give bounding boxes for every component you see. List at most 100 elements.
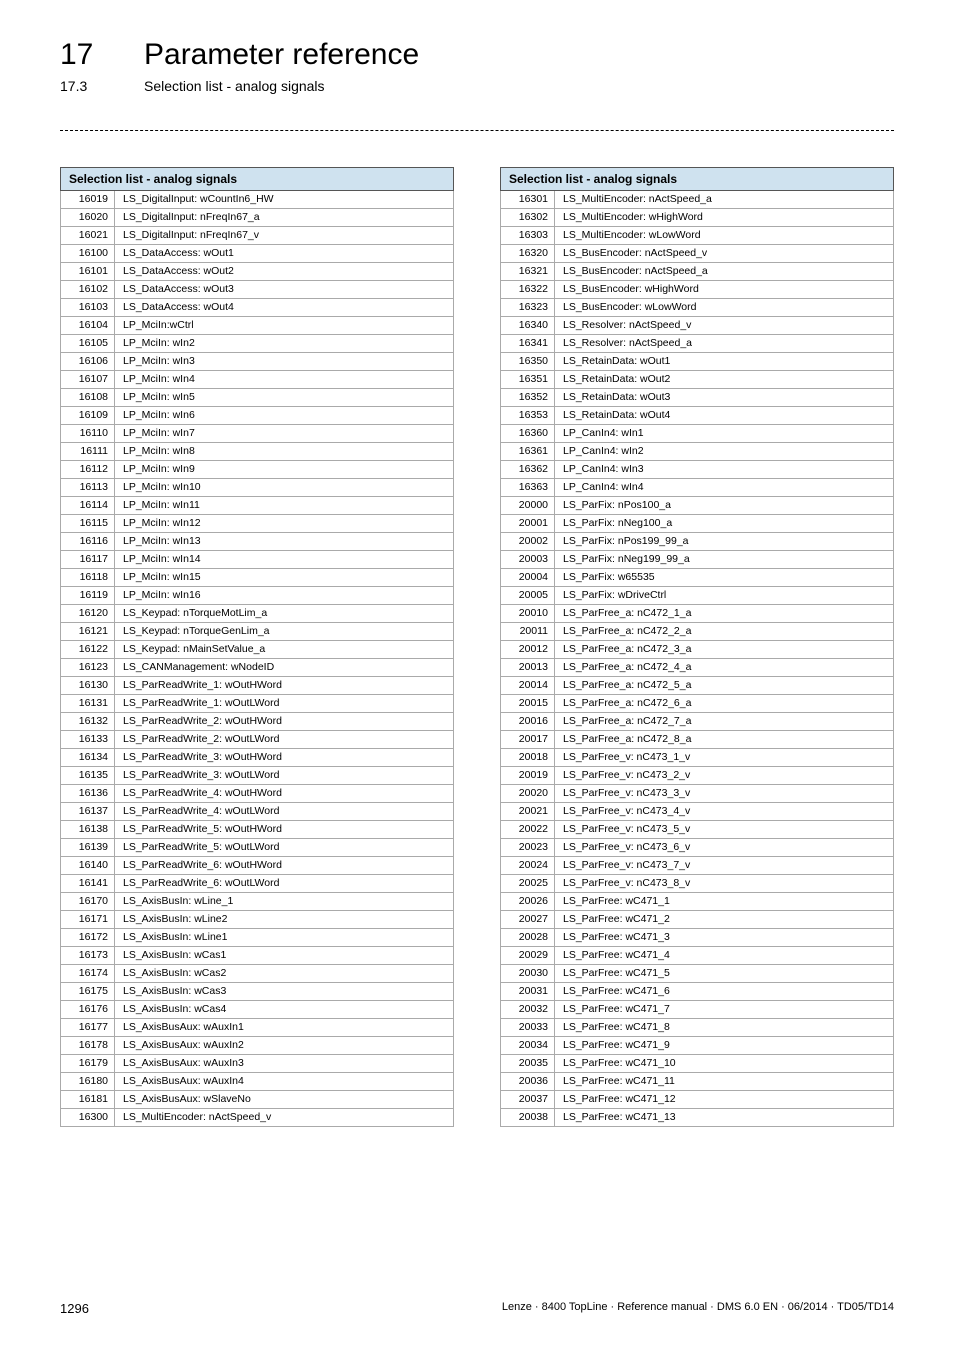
signal-code: 16321 — [501, 263, 555, 281]
signal-label: LS_ParFix: nPos199_99_a — [555, 533, 894, 551]
table-row: 16171LS_AxisBusIn: wLine2 — [61, 911, 454, 929]
signal-code: 20012 — [501, 641, 555, 659]
table-row: 16120LS_Keypad: nTorqueMotLim_a — [61, 605, 454, 623]
signal-code: 20003 — [501, 551, 555, 569]
signal-code: 16178 — [61, 1037, 115, 1055]
signal-code: 16131 — [61, 695, 115, 713]
signal-label: LS_Resolver: nActSpeed_v — [555, 317, 894, 335]
table-row: 20002LS_ParFix: nPos199_99_a — [501, 533, 894, 551]
signal-label: LS_ParReadWrite_4: wOutHWord — [115, 785, 454, 803]
signal-code: 16303 — [501, 227, 555, 245]
signal-label: LS_ParFree_a: nC472_1_a — [555, 605, 894, 623]
signal-code: 16114 — [61, 497, 115, 515]
signal-code: 16320 — [501, 245, 555, 263]
signal-code: 16019 — [61, 191, 115, 209]
table-row: 16140LS_ParReadWrite_6: wOutHWord — [61, 857, 454, 875]
signal-code: 16113 — [61, 479, 115, 497]
signal-code: 16340 — [501, 317, 555, 335]
table-row: 20012LS_ParFree_a: nC472_3_a — [501, 641, 894, 659]
table-row: 16121LS_Keypad: nTorqueGenLim_a — [61, 623, 454, 641]
table-row: 16116LP_MciIn: wIn13 — [61, 533, 454, 551]
table-row: 16117LP_MciIn: wIn14 — [61, 551, 454, 569]
signal-label: LS_ParFree: wC471_8 — [555, 1019, 894, 1037]
table-row: 16115LP_MciIn: wIn12 — [61, 515, 454, 533]
signal-label: LS_ParFree_a: nC472_6_a — [555, 695, 894, 713]
signal-label: LS_AxisBusAux: wAuxIn1 — [115, 1019, 454, 1037]
signal-code: 20020 — [501, 785, 555, 803]
table-row: 20026LS_ParFree: wC471_1 — [501, 893, 894, 911]
table-row: 20028LS_ParFree: wC471_3 — [501, 929, 894, 947]
signal-code: 16361 — [501, 443, 555, 461]
signal-label: LS_ParFix: nNeg100_a — [555, 515, 894, 533]
signal-label: LS_AxisBusAux: wAuxIn2 — [115, 1037, 454, 1055]
signal-label: LS_ParFree: wC471_3 — [555, 929, 894, 947]
signal-code: 16116 — [61, 533, 115, 551]
signal-label: LS_Resolver: nActSpeed_a — [555, 335, 894, 353]
signal-label: LS_Keypad: nTorqueGenLim_a — [115, 623, 454, 641]
signal-label: LS_ParFree: wC471_6 — [555, 983, 894, 1001]
table-row: 16362LP_CanIn4: wIn3 — [501, 461, 894, 479]
separator-rule — [60, 130, 894, 131]
signal-code: 20017 — [501, 731, 555, 749]
signal-label: LP_CanIn4: wIn4 — [555, 479, 894, 497]
signal-label: LS_RetainData: wOut2 — [555, 371, 894, 389]
signal-code: 20038 — [501, 1109, 555, 1127]
table-row: 20034LS_ParFree: wC471_9 — [501, 1037, 894, 1055]
signal-code: 20000 — [501, 497, 555, 515]
table-row: 16130LS_ParReadWrite_1: wOutHWord — [61, 677, 454, 695]
signal-label: LP_MciIn: wIn5 — [115, 389, 454, 407]
signal-label: LS_ParFree_a: nC472_2_a — [555, 623, 894, 641]
table-row: 16123LS_CANManagement: wNodeID — [61, 659, 454, 677]
signal-code: 20033 — [501, 1019, 555, 1037]
signal-code: 16172 — [61, 929, 115, 947]
signal-code: 20029 — [501, 947, 555, 965]
signal-label: LS_ParFree_a: nC472_5_a — [555, 677, 894, 695]
left-table: Selection list - analog signals 16019 LS_… — [60, 167, 454, 1127]
signal-code: 16177 — [61, 1019, 115, 1037]
signal-label: LS_ParFree_v: nC473_3_v — [555, 785, 894, 803]
signal-label: LS_BusEncoder: nActSpeed_a — [555, 263, 894, 281]
signal-code: 20036 — [501, 1073, 555, 1091]
signal-code: 20005 — [501, 587, 555, 605]
table-row: 16174LS_AxisBusIn: wCas2 — [61, 965, 454, 983]
signal-label: LS_DataAccess: wOut2 — [115, 263, 454, 281]
table-row: 16323LS_BusEncoder: wLowWord — [501, 299, 894, 317]
table-row: 16114LP_MciIn: wIn11 — [61, 497, 454, 515]
signal-label: LS_ParReadWrite_5: wOutHWord — [115, 821, 454, 839]
signal-code: 16180 — [61, 1073, 115, 1091]
signal-label: LS_RetainData: wOut4 — [555, 407, 894, 425]
signal-code: 16109 — [61, 407, 115, 425]
table-row: 16178LS_AxisBusAux: wAuxIn2 — [61, 1037, 454, 1055]
table-row: 16141LS_ParReadWrite_6: wOutLWord — [61, 875, 454, 893]
table-row: 16181LS_AxisBusAux: wSlaveNo — [61, 1091, 454, 1109]
signal-code: 20001 — [501, 515, 555, 533]
table-row: 20001LS_ParFix: nNeg100_a — [501, 515, 894, 533]
table-row: 20021LS_ParFree_v: nC473_4_v — [501, 803, 894, 821]
signal-label: LP_MciIn: wIn10 — [115, 479, 454, 497]
signal-code: 16112 — [61, 461, 115, 479]
signal-code: 16350 — [501, 353, 555, 371]
signal-label: LS_AxisBusIn: wLine1 — [115, 929, 454, 947]
table-row: 16352LS_RetainData: wOut3 — [501, 389, 894, 407]
table-row: 16021LS_DigitalInput: nFreqIn67_v — [61, 227, 454, 245]
signal-label: LS_ParReadWrite_6: wOutLWord — [115, 875, 454, 893]
signal-code: 16105 — [61, 335, 115, 353]
signal-code: 16122 — [61, 641, 115, 659]
signal-label: LS_AxisBusAux: wAuxIn3 — [115, 1055, 454, 1073]
signal-label: LS_ParFree: wC471_1 — [555, 893, 894, 911]
table-row: 16104LP_MciIn:wCtrl — [61, 317, 454, 335]
signal-label: LS_ParFree_v: nC473_6_v — [555, 839, 894, 857]
signal-code: 16323 — [501, 299, 555, 317]
table-row: 20022LS_ParFree_v: nC473_5_v — [501, 821, 894, 839]
signal-label: LS_RetainData: wOut1 — [555, 353, 894, 371]
signal-label: LS_AxisBusIn: wLine2 — [115, 911, 454, 929]
signal-label: LS_ParFree_a: nC472_4_a — [555, 659, 894, 677]
signal-label: LS_Keypad: nTorqueMotLim_a — [115, 605, 454, 623]
table-row: 16134LS_ParReadWrite_3: wOutHWord — [61, 749, 454, 767]
signal-label: LS_BusEncoder: wLowWord — [555, 299, 894, 317]
table-row: 16340LS_Resolver: nActSpeed_v — [501, 317, 894, 335]
left-table-title: Selection list - analog signals — [61, 168, 454, 191]
table-row: 16361LP_CanIn4: wIn2 — [501, 443, 894, 461]
signal-code: 16107 — [61, 371, 115, 389]
table-row: 20018LS_ParFree_v: nC473_1_v — [501, 749, 894, 767]
